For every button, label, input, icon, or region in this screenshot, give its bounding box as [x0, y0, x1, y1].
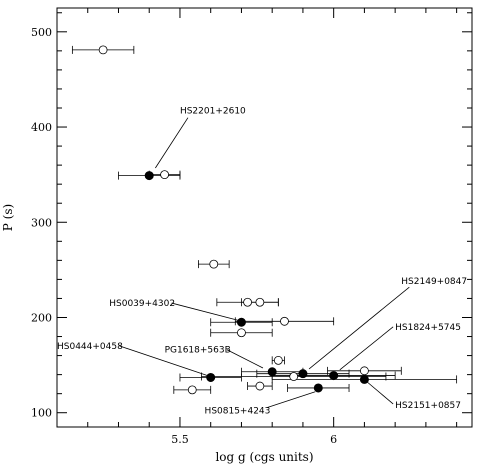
- y-tick-label: 200: [31, 311, 52, 324]
- annotation-leader: [266, 391, 316, 409]
- annotation-leader: [308, 286, 410, 370]
- annotation-leader: [226, 349, 264, 369]
- x-tick-label: 6: [330, 433, 337, 446]
- y-tick-label: 400: [31, 121, 52, 134]
- annotation-label: HS2201+2610: [180, 107, 246, 117]
- annotation-leader: [367, 381, 394, 405]
- data-point-filled: [359, 374, 369, 384]
- annotation-label: HS2151+0857: [395, 401, 461, 411]
- y-tick-label: 500: [31, 26, 52, 39]
- data-point-open: [360, 366, 369, 376]
- data-point-filled: [144, 171, 154, 181]
- annotation-leader: [171, 302, 239, 321]
- data-point-open: [273, 355, 283, 365]
- data-point-open: [255, 297, 265, 307]
- annotation-label: PG1618+563B: [165, 346, 231, 356]
- plot-frame: [56, 7, 473, 428]
- annotation-leader: [155, 117, 189, 169]
- data-point-open: [209, 259, 219, 269]
- annotation-leader: [119, 345, 208, 376]
- annotation-label: HS0444+0458: [57, 342, 123, 352]
- data-point-open: [160, 170, 169, 180]
- data-point-filled: [313, 383, 323, 393]
- data-point-filled: [206, 372, 216, 382]
- annotation-label: HS2149+0847: [401, 277, 467, 287]
- y-tick-label: 100: [31, 407, 52, 420]
- x-axis-label: log g (cgs units): [215, 450, 313, 464]
- data-point-open: [255, 381, 265, 391]
- annotation-leader: [339, 326, 394, 371]
- data-point-open: [98, 45, 108, 55]
- x-tick-label: 5.5: [171, 433, 189, 446]
- y-tick-label: 300: [31, 216, 52, 229]
- annotation-label: HS1824+5745: [395, 323, 461, 333]
- data-point-open: [280, 316, 289, 326]
- annotation-label: HS0039+4302: [109, 299, 175, 309]
- data-point-filled: [298, 369, 308, 379]
- y-axis-label: P (s): [1, 204, 15, 231]
- data-point-open: [243, 297, 252, 307]
- annotation-label: HS0815+4243: [205, 407, 271, 417]
- data-point-filled: [236, 317, 246, 327]
- data-point-open: [187, 385, 197, 395]
- data-point-open: [237, 328, 246, 338]
- data-point-open: [289, 372, 299, 381]
- data-point-filled: [267, 367, 277, 377]
- data-point-filled: [329, 371, 339, 381]
